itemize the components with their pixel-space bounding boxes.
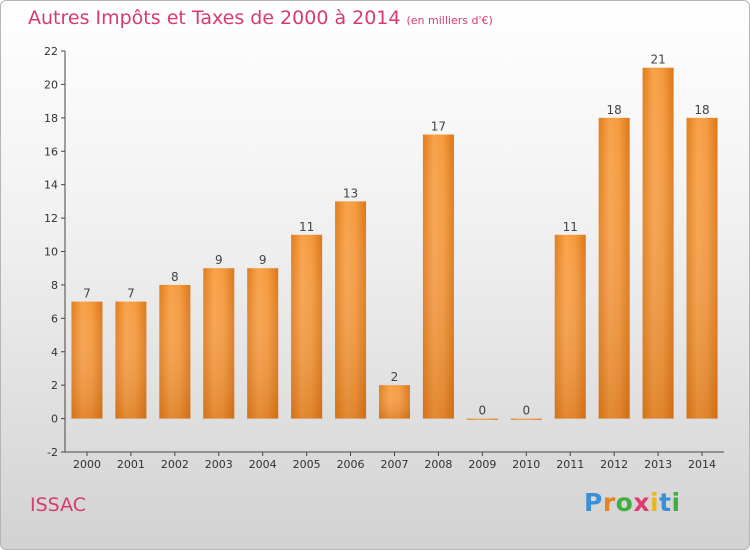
data-label: 8 — [171, 270, 179, 284]
x-tick-label: 2006 — [337, 458, 365, 471]
data-label: 2 — [391, 370, 399, 384]
logo-letter: o — [615, 488, 634, 517]
y-tick-label: 0 — [51, 413, 58, 426]
data-label: 11 — [563, 220, 578, 234]
x-tick-label: 2010 — [512, 458, 540, 471]
x-tick-label: 2008 — [424, 458, 452, 471]
y-tick-label: 4 — [51, 346, 58, 359]
data-label: 9 — [215, 253, 223, 267]
x-tick-label: 2005 — [293, 458, 321, 471]
chart-unit-note: (en milliers d'€) — [406, 14, 493, 27]
city-name: ISSAC — [30, 494, 87, 516]
x-tick-label: 2007 — [381, 458, 409, 471]
x-tick-label: 2003 — [205, 458, 233, 471]
y-tick-label: 16 — [44, 145, 58, 158]
data-label: 0 — [522, 404, 530, 418]
x-tick-label: 2013 — [644, 458, 672, 471]
x-tick-label: 2012 — [600, 458, 628, 471]
bar-shade — [642, 67, 674, 419]
logo-letter: i — [650, 488, 660, 517]
logo-letter: x — [633, 488, 650, 517]
logo-letter: P — [584, 488, 603, 517]
bar-shade — [291, 234, 323, 419]
bar-shade — [159, 284, 191, 419]
x-tick-label: 2011 — [556, 458, 584, 471]
y-tick-label: 18 — [44, 112, 58, 125]
data-label: 0 — [479, 404, 487, 418]
data-label: 18 — [694, 103, 709, 117]
y-tick-label: 6 — [51, 312, 58, 325]
data-label: 7 — [83, 287, 91, 301]
bar-shade — [71, 301, 103, 419]
data-label: 17 — [431, 120, 446, 134]
x-tick-label: 2004 — [249, 458, 277, 471]
bar-shade — [510, 418, 542, 420]
data-label: 13 — [343, 186, 358, 200]
data-label: 9 — [259, 253, 267, 267]
bar-shade — [203, 268, 235, 419]
chart-title: Autres Impôts et Taxes de 2000 à 2014 (en… — [28, 7, 493, 29]
bar-shade — [598, 117, 630, 419]
bar-shade — [554, 234, 586, 419]
data-label: 21 — [650, 53, 665, 67]
logo-letter: r — [602, 488, 616, 517]
x-tick-label: 2001 — [117, 458, 145, 471]
y-tick-label: 10 — [44, 246, 58, 259]
bar-shade — [115, 301, 147, 419]
chart-title-text: Autres Impôts et Taxes de 2000 à 2014 — [28, 7, 401, 29]
bar-shade — [466, 418, 498, 420]
proxiti-logo: Proxiti — [584, 488, 681, 517]
y-tick-label: 2 — [51, 379, 58, 392]
bars — [71, 67, 718, 420]
bar-shade — [422, 134, 454, 419]
data-labels: 7 7 8 9 9 11 13 2 17 0 0 11 18 21 18 — [83, 53, 710, 418]
y-tick-label: 8 — [51, 279, 58, 292]
data-label: 11 — [299, 220, 314, 234]
y-tick-label: 12 — [44, 212, 58, 225]
y-tick-label: 14 — [44, 179, 58, 192]
data-label: 18 — [607, 103, 622, 117]
bar-shade — [247, 268, 279, 419]
x-tick-label: 2002 — [161, 458, 189, 471]
y-tick-label: 22 — [44, 45, 58, 58]
data-label: 7 — [127, 287, 135, 301]
x-tick-label: 2014 — [688, 458, 716, 471]
y-tick-label: 20 — [44, 78, 58, 91]
bar-shade — [335, 201, 367, 419]
logo-letter: t — [659, 488, 672, 517]
bar-shade — [686, 117, 718, 419]
x-tick-label: 2009 — [468, 458, 496, 471]
bar-shade — [379, 385, 410, 419]
logo-letter: i — [671, 488, 681, 517]
y-tick-label: -2 — [47, 446, 58, 459]
x-tick-label: 2000 — [73, 458, 101, 471]
